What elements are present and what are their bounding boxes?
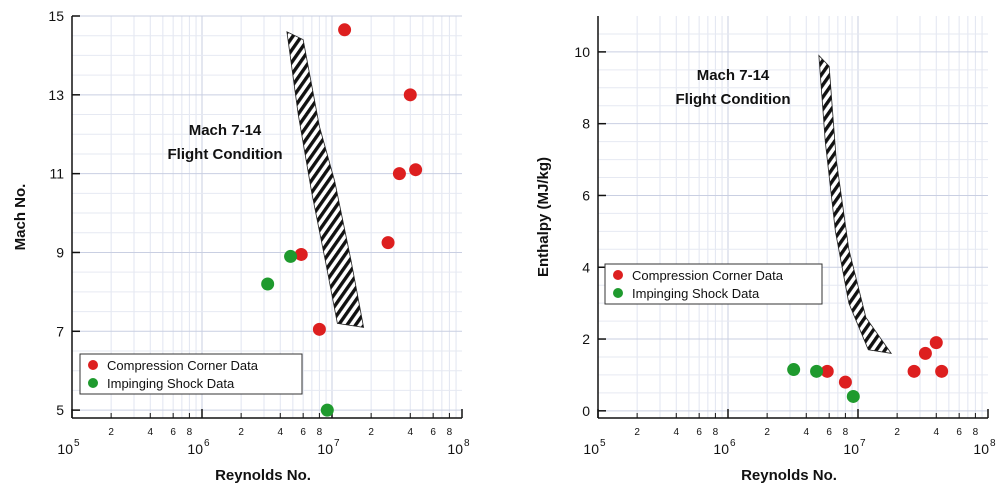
x-tick-label-exponent: 7 bbox=[860, 438, 866, 449]
x-minor-tick-label: 6 bbox=[696, 427, 702, 438]
legend-label: Compression Corner Data bbox=[107, 358, 259, 373]
x-minor-tick-label: 8 bbox=[713, 427, 719, 438]
y-tick-label: 4 bbox=[582, 259, 590, 275]
legend-marker bbox=[613, 288, 623, 298]
legend-label: Impinging Shock Data bbox=[632, 286, 760, 301]
flight-condition-band bbox=[286, 31, 365, 328]
x-tick-label-base: 10 bbox=[973, 441, 989, 457]
x-minor-tick-label: 2 bbox=[894, 427, 900, 438]
band-annotation-line: Mach 7-14 bbox=[189, 122, 262, 139]
x-minor-tick-label: 4 bbox=[673, 427, 679, 438]
data-point-compression-corner bbox=[294, 247, 308, 261]
grid bbox=[598, 16, 988, 418]
x-minor-tick-label: 2 bbox=[108, 427, 114, 438]
x-tick-label-base: 10 bbox=[843, 441, 859, 457]
x-minor-tick-label: 2 bbox=[238, 427, 244, 438]
x-minor-tick-label: 4 bbox=[147, 427, 153, 438]
legend: Compression Corner Data Impinging Shock D… bbox=[79, 353, 303, 395]
y-tick-label: 5 bbox=[56, 402, 64, 418]
data-point-compression-corner bbox=[838, 375, 852, 389]
x-minor-tick-label: 2 bbox=[764, 427, 770, 438]
y-tick-label: 9 bbox=[56, 244, 64, 260]
x-minor-tick-label: 6 bbox=[956, 427, 962, 438]
x-tick-label-exponent: 8 bbox=[464, 438, 470, 449]
x-tick-label-exponent: 8 bbox=[990, 438, 996, 449]
y-axis-title: Mach No. bbox=[12, 184, 29, 251]
x-minor-tick-label: 8 bbox=[843, 427, 849, 438]
y-axis-title: Enthalpy (MJ/kg) bbox=[535, 157, 552, 277]
x-tick-label-base: 10 bbox=[713, 441, 729, 457]
x-minor-tick-label: 8 bbox=[973, 427, 979, 438]
band-annotation-line: Flight Condition bbox=[168, 146, 283, 163]
legend: Compression Corner Data Impinging Shock D… bbox=[604, 263, 823, 305]
legend-marker bbox=[613, 270, 623, 280]
legend-box bbox=[79, 353, 303, 395]
x-tick-label-base: 10 bbox=[317, 441, 333, 457]
x-minor-tick-label: 6 bbox=[170, 427, 176, 438]
x-minor-tick-label: 2 bbox=[368, 427, 374, 438]
data-point-impinging-shock bbox=[284, 249, 298, 263]
x-tick-label-exponent: 6 bbox=[730, 438, 736, 449]
legend-label: Impinging Shock Data bbox=[107, 376, 235, 391]
x-axis-title: Reynolds No. bbox=[215, 467, 311, 484]
legend-marker bbox=[88, 360, 98, 370]
band-annotation-line: Flight Condition bbox=[676, 91, 791, 108]
data-point-compression-corner bbox=[409, 163, 423, 177]
data-point-compression-corner bbox=[907, 364, 921, 378]
data-point-compression-corner bbox=[312, 322, 326, 336]
band-annotation-line: Mach 7-14 bbox=[697, 67, 770, 84]
flight-condition-band bbox=[818, 54, 893, 354]
y-tick-label: 2 bbox=[582, 331, 590, 347]
x-minor-tick-label: 4 bbox=[933, 427, 939, 438]
y-tick-label: 11 bbox=[49, 166, 64, 182]
data-point-compression-corner bbox=[820, 364, 834, 378]
y-tick-label: 13 bbox=[48, 87, 64, 103]
x-tick-label-exponent: 5 bbox=[600, 438, 606, 449]
data-point-compression-corner bbox=[918, 346, 932, 360]
x-minor-tick-label: 2 bbox=[634, 427, 640, 438]
data-point-compression-corner bbox=[403, 88, 417, 102]
data-point-impinging-shock bbox=[320, 403, 334, 417]
x-minor-tick-label: 4 bbox=[277, 427, 283, 438]
data-point-impinging-shock bbox=[787, 363, 801, 377]
y-tick-label: 7 bbox=[56, 323, 64, 339]
x-tick-label-base: 10 bbox=[447, 441, 463, 457]
x-tick-label-base: 10 bbox=[187, 441, 203, 457]
data-point-compression-corner bbox=[338, 23, 352, 37]
x-tick-label-base: 10 bbox=[57, 441, 73, 457]
x-minor-tick-label: 6 bbox=[430, 427, 436, 438]
x-minor-tick-label: 8 bbox=[187, 427, 193, 438]
y-tick-label: 8 bbox=[582, 116, 590, 132]
x-tick-label-exponent: 5 bbox=[74, 438, 80, 449]
legend-box bbox=[604, 263, 823, 305]
data-point-compression-corner bbox=[935, 364, 949, 378]
y-tick-label: 15 bbox=[48, 8, 64, 24]
y-tick-label: 0 bbox=[582, 403, 590, 419]
x-minor-tick-label: 4 bbox=[407, 427, 413, 438]
data-point-compression-corner bbox=[381, 236, 395, 250]
x-tick-label-exponent: 7 bbox=[334, 438, 340, 449]
x-axis-title: Reynolds No. bbox=[741, 467, 837, 484]
data-point-impinging-shock bbox=[261, 277, 275, 291]
x-tick-label-base: 10 bbox=[583, 441, 599, 457]
data-point-impinging-shock bbox=[810, 364, 824, 378]
data-point-impinging-shock bbox=[846, 389, 860, 403]
y-tick-label: 6 bbox=[582, 187, 590, 203]
legend-label: Compression Corner Data bbox=[632, 268, 784, 283]
y-tick-label: 10 bbox=[574, 44, 590, 60]
legend-marker bbox=[88, 378, 98, 388]
data-point-compression-corner bbox=[929, 336, 943, 350]
x-minor-tick-label: 6 bbox=[826, 427, 832, 438]
data-point-compression-corner bbox=[392, 167, 406, 181]
x-minor-tick-label: 8 bbox=[317, 427, 323, 438]
x-minor-tick-label: 6 bbox=[300, 427, 306, 438]
x-tick-label-exponent: 6 bbox=[204, 438, 210, 449]
x-minor-tick-label: 4 bbox=[803, 427, 809, 438]
x-minor-tick-label: 8 bbox=[447, 427, 453, 438]
